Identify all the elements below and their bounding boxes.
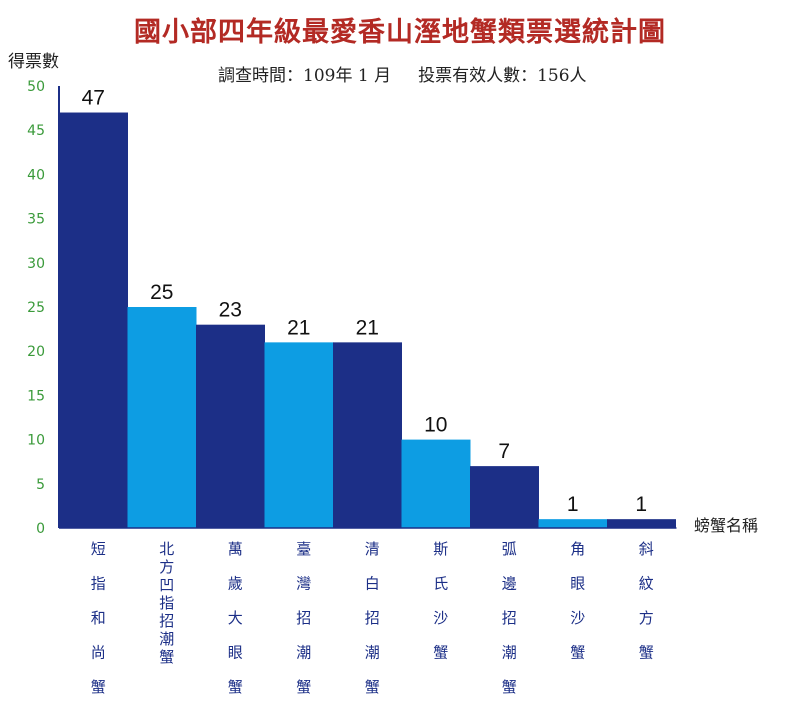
category-label: 大: [228, 609, 243, 627]
y-tick-label: 10: [27, 433, 45, 449]
category-label: 招: [296, 609, 311, 627]
data-label: 21: [356, 316, 379, 339]
category-label: 弧: [502, 540, 517, 558]
y-tick-label: 25: [27, 300, 45, 316]
category-label: 灣: [296, 575, 311, 593]
category-label: 蟹: [433, 644, 448, 662]
category-label: 沙: [433, 609, 448, 627]
data-label: 1: [635, 493, 647, 516]
y-axis-label: 得票數: [8, 52, 59, 72]
x-axis-label: 螃蟹名稱: [694, 516, 759, 535]
bar: [127, 307, 197, 528]
category-label: 方: [159, 558, 174, 576]
data-label: 21: [287, 316, 310, 339]
bar: [538, 519, 608, 528]
category-label: 歲: [228, 575, 243, 593]
category-label: 招: [365, 609, 380, 627]
category-label: 北: [159, 540, 174, 558]
category-label: 方: [639, 609, 654, 627]
category-label: 沙: [570, 609, 585, 627]
data-label: 10: [424, 414, 447, 437]
bar: [196, 324, 265, 528]
category-label: 眼: [228, 644, 243, 662]
data-label: 47: [82, 87, 105, 110]
category-label: 短: [91, 540, 106, 558]
category-label: 蟹: [502, 678, 517, 696]
chart-title: 國小部四年級最愛香山溼地蟹類票選統計圖: [134, 17, 666, 48]
category-label: 蟹: [228, 678, 243, 696]
category-label: 凹: [159, 576, 174, 594]
chart-subtitle: 調查時間：109年 1 月 投票有效人數：156人: [218, 66, 587, 86]
y-tick-label: 5: [36, 477, 45, 493]
category-label: 尚: [91, 644, 106, 662]
category-label: 招: [159, 612, 174, 630]
category-label: 潮: [365, 644, 380, 662]
category-label: 潮: [159, 630, 174, 648]
y-tick-label: 15: [27, 388, 45, 404]
y-tick-label: 35: [27, 212, 45, 228]
bar: [470, 466, 539, 528]
category-label: 蟹: [91, 678, 106, 696]
category-label: 蟹: [159, 648, 174, 666]
data-label: 23: [219, 299, 242, 322]
category-label: 指: [159, 594, 174, 612]
bar: [401, 439, 471, 528]
category-label: 指: [91, 575, 106, 593]
category-label: 邊: [502, 575, 517, 593]
category-label: 斜: [639, 540, 654, 558]
y-tick-label: 30: [27, 256, 45, 272]
data-label: 1: [567, 493, 579, 516]
category-label: 招: [502, 609, 517, 627]
category-label: 和: [91, 609, 106, 627]
y-tick-label: 45: [27, 123, 45, 139]
category-label: 斯: [433, 540, 448, 558]
category-label: 眼: [570, 575, 585, 593]
category-label: 角: [570, 540, 585, 558]
bar: [59, 112, 128, 529]
category-label: 清: [365, 540, 380, 558]
category-label: 氏: [433, 575, 448, 593]
bar: [607, 519, 676, 528]
y-tick-label: 20: [27, 344, 45, 360]
category-label: 臺: [296, 540, 311, 558]
data-label: 7: [498, 440, 510, 463]
category-label: 萬: [228, 540, 243, 558]
category-label: 潮: [502, 644, 517, 662]
bar: [333, 342, 402, 528]
y-tick-label: 50: [27, 79, 45, 95]
bar: [264, 342, 334, 528]
category-label: 蟹: [296, 678, 311, 696]
category-label: 紋: [639, 575, 654, 593]
y-tick-label: 40: [27, 167, 45, 183]
category-label: 蟹: [570, 644, 585, 662]
category-label: 白: [365, 575, 380, 593]
category-label: 蟹: [365, 678, 380, 696]
category-label: 潮: [296, 644, 311, 662]
category-label: 蟹: [639, 644, 654, 662]
data-label: 25: [150, 281, 173, 304]
y-tick-label: 0: [36, 521, 45, 537]
